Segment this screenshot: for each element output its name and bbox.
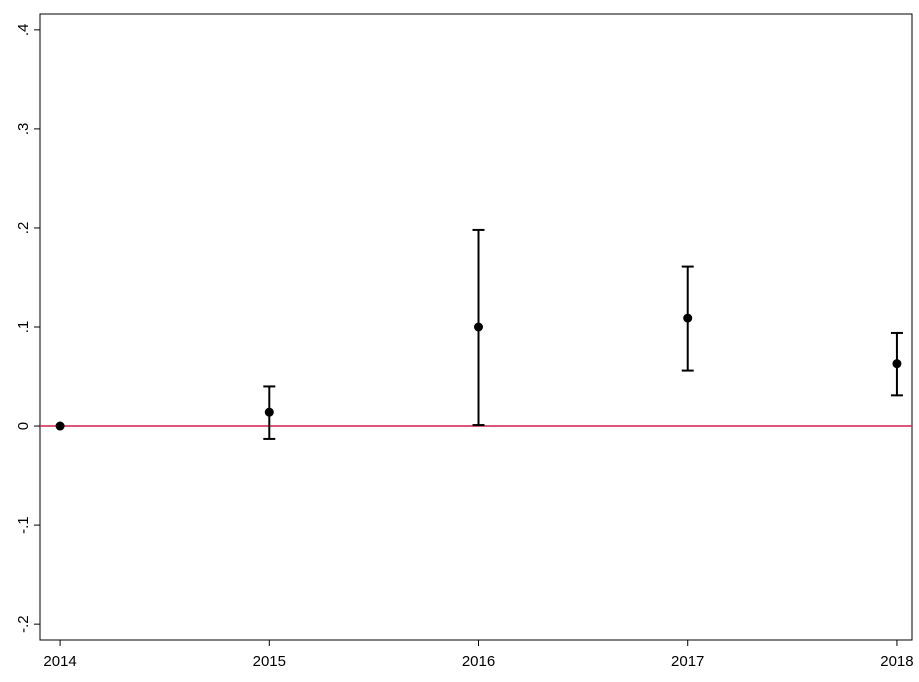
x-tick-label: 2017 [671,653,704,670]
y-tick-label: .4 [15,24,32,37]
x-tick-label: 2015 [253,653,286,670]
x-tick-label: 2018 [880,653,913,670]
y-tick-label: .1 [15,321,32,334]
point [892,359,902,369]
point [55,421,65,431]
point [264,407,274,417]
point [683,313,693,323]
y-tick-label: -.1 [15,516,32,534]
y-tick-label: -.2 [15,615,32,633]
y-tick-label: .2 [15,222,32,235]
point [474,322,484,332]
x-tick-label: 2014 [43,653,76,670]
y-tick-label: 0 [15,422,32,430]
x-tick-label: 2016 [462,653,495,670]
y-tick-label: .3 [15,123,32,136]
